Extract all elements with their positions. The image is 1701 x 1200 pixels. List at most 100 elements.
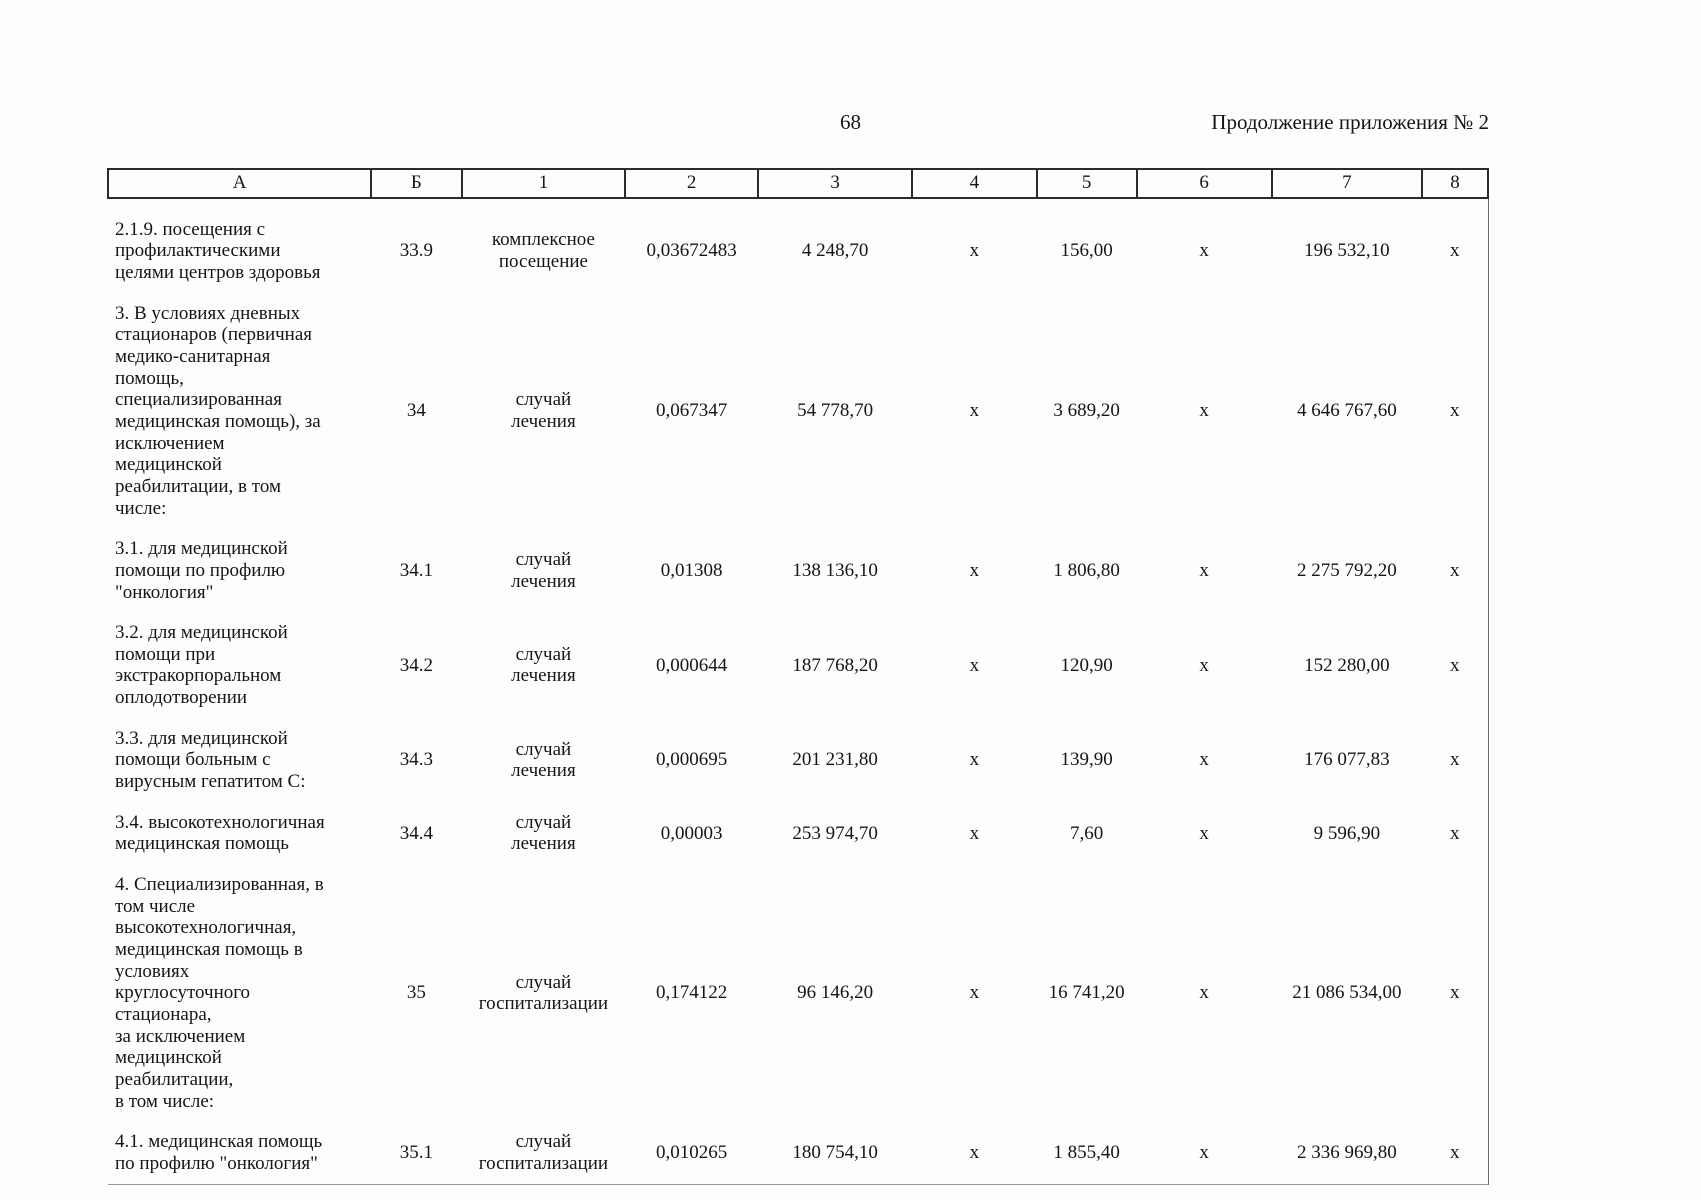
- column-header-7: 7: [1270, 168, 1424, 199]
- appendix-continuation-note: Продолжение приложения № 2: [1211, 110, 1489, 134]
- table-cell: 3 689,20: [1053, 400, 1120, 422]
- page-header: 68 Продолжение приложения № 2: [0, 110, 1701, 142]
- column-header-4: 4: [911, 168, 1038, 199]
- table-cell: х: [1422, 612, 1489, 718]
- table-cell: 2 336 969,80: [1297, 1142, 1397, 1164]
- table-cell: 35.1: [399, 1142, 433, 1164]
- table-cell: 3.3. для медицинской помощи больным с ви…: [115, 727, 306, 793]
- table-cell: 180 754,10: [792, 1142, 878, 1164]
- table-cell: х: [1199, 559, 1209, 581]
- column-header-Б: Б: [370, 168, 463, 199]
- table-cell: х: [1422, 197, 1489, 293]
- table-cell: х: [969, 400, 980, 422]
- table-cell: 35: [406, 982, 426, 1004]
- table-cell: 34: [406, 400, 426, 422]
- table-row: 3.1. для медицинской помощи по профилю "…: [108, 528, 1489, 613]
- table-cell: 16 741,20: [1048, 982, 1125, 1004]
- table-cell: 0,03672483: [646, 240, 737, 262]
- table-cell: х: [1422, 292, 1489, 529]
- table-cell: 139,90: [1060, 749, 1113, 771]
- table-cell: х: [1199, 240, 1209, 262]
- table-cell: 2 275 792,20: [1297, 559, 1397, 581]
- column-header-2: 2: [624, 168, 759, 199]
- table-row: 3.2. для медицинской помощи при экстрако…: [108, 612, 1489, 718]
- table-cell: 0,01308: [660, 559, 723, 581]
- table-cell: 196 532,10: [1304, 240, 1390, 262]
- table-cell: 201 231,80: [792, 749, 878, 771]
- table-cell: х: [969, 749, 980, 771]
- table-cell: 4 646 767,60: [1297, 400, 1397, 422]
- table-cell: случай лечения: [511, 643, 576, 687]
- table-row: 2.1.9. посещения с профилактическими цел…: [108, 197, 1489, 293]
- table-cell: случай госпитализации: [478, 1131, 609, 1174]
- table-cell: 1 855,40: [1053, 1142, 1120, 1164]
- table-cell: х: [1422, 864, 1489, 1122]
- table-cell: 176 077,83: [1304, 749, 1390, 771]
- table-cell: случай госпитализации: [478, 971, 609, 1015]
- table-cell: 96 146,20: [797, 982, 874, 1004]
- table-cell: 3.2. для медицинской помощи при экстрако…: [115, 622, 288, 709]
- column-header-8: 8: [1421, 168, 1489, 199]
- table-cell: 187 768,20: [792, 654, 878, 676]
- table-cell: случай лечения: [511, 811, 576, 855]
- table-row: 3.3. для медицинской помощи больным с ви…: [108, 717, 1489, 802]
- table-cell: 34.3: [399, 749, 433, 771]
- table-cell: 253 974,70: [792, 822, 878, 844]
- table-cell: 21 086 534,00: [1292, 982, 1402, 1004]
- table-cell: 0,000695: [656, 749, 728, 771]
- table-cell: 54 778,70: [797, 400, 874, 422]
- table-row: 3. В условиях дневных стационаров (перви…: [108, 292, 1489, 529]
- table-row: 4. Специализированная, в том числе высок…: [108, 864, 1489, 1122]
- table-cell: случай лечения: [511, 389, 576, 432]
- table-cell: х: [1422, 801, 1489, 865]
- table-cell: 152 280,00: [1304, 654, 1390, 676]
- table-cell: х: [1422, 528, 1489, 613]
- table-cell: х: [1199, 400, 1209, 422]
- table-cell: 3.1. для медицинской помощи по профилю "…: [115, 538, 288, 603]
- table-row: 4.1. медицинская помощь по профилю "онко…: [108, 1121, 1489, 1185]
- table-cell: х: [1422, 1121, 1489, 1185]
- table-cell: х: [1199, 654, 1209, 676]
- table-cell: 0,000644: [656, 654, 728, 676]
- table-cell: х: [969, 982, 980, 1004]
- table-cell: 7,60: [1069, 822, 1104, 844]
- column-header-А: А: [106, 168, 373, 199]
- table-cell: 4 248,70: [801, 240, 869, 262]
- table-cell: х: [969, 1142, 980, 1164]
- table-cell: 33.9: [399, 240, 433, 262]
- table-cell: 2.1.9. посещения с профилактическими цел…: [115, 218, 321, 283]
- table-cell: 138 136,10: [792, 559, 878, 581]
- table-cell: 0,174122: [656, 982, 728, 1004]
- table-cell: комплексное посещение: [491, 229, 595, 273]
- table-cell: х: [1199, 822, 1209, 844]
- table-cell: 4. Специализированная, в том числе высок…: [115, 874, 324, 1112]
- table-cell: х: [1422, 717, 1489, 802]
- table-cell: 0,010265: [656, 1142, 728, 1164]
- page-number: 68: [840, 110, 861, 134]
- table-cell: 1 806,80: [1053, 559, 1120, 581]
- table-cell: 9 596,90: [1313, 822, 1381, 844]
- table-cell: случай лечения: [511, 549, 576, 592]
- table-cell: 3. В условиях дневных стационаров (перви…: [115, 302, 321, 519]
- table-cell: х: [969, 654, 980, 676]
- table-cell: 34.2: [399, 654, 433, 676]
- table-cell: 0,00003: [660, 822, 723, 844]
- table-cell: 34.1: [399, 559, 433, 581]
- table-cell: 34.4: [399, 822, 433, 844]
- table-cell: 120,90: [1060, 654, 1113, 676]
- column-header-5: 5: [1035, 168, 1138, 199]
- table-cell: 4.1. медицинская помощь по профилю "онко…: [115, 1131, 323, 1174]
- table-row: 3.4. высокотехнологичная медицинская пом…: [108, 801, 1489, 865]
- table-cell: 156,00: [1060, 240, 1113, 262]
- column-header-3: 3: [756, 168, 914, 199]
- table-cell: х: [969, 240, 980, 262]
- table-cell: случай лечения: [511, 738, 576, 782]
- table-cell: х: [1199, 982, 1209, 1004]
- table-cell: х: [969, 559, 980, 581]
- table-cell: 3.4. высокотехнологичная медицинская пом…: [115, 811, 325, 855]
- table-cell: х: [969, 822, 980, 844]
